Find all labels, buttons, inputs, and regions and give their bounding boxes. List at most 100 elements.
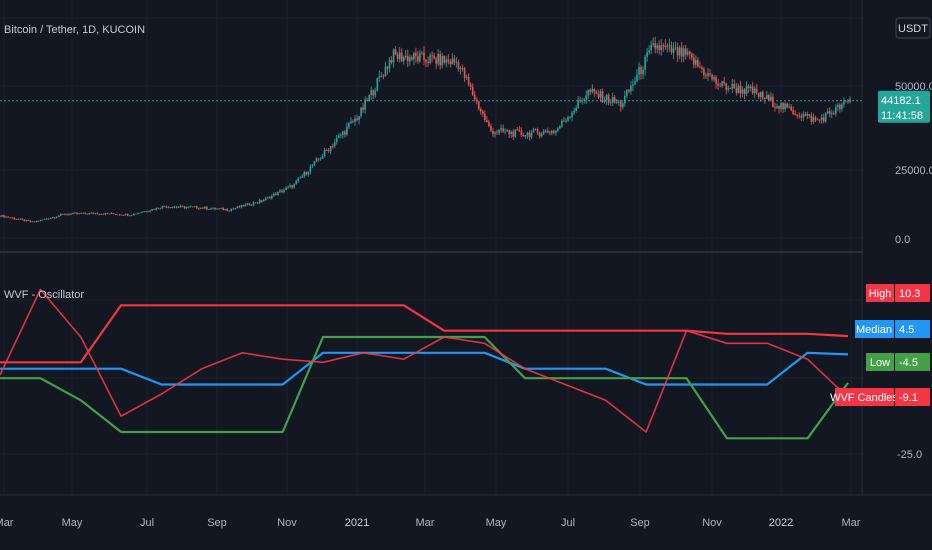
price-candle-body xyxy=(453,58,456,63)
currency-button[interactable] xyxy=(895,17,931,39)
oscillator-pane[interactable] xyxy=(0,288,849,440)
price-candle-body xyxy=(441,55,444,66)
osc-series-low xyxy=(0,335,849,440)
price-candle-body xyxy=(425,59,427,63)
price-candle-body xyxy=(66,214,68,215)
legend-median-label-box xyxy=(855,320,894,338)
price-candle-body xyxy=(122,214,125,216)
price-candle-body xyxy=(502,128,504,132)
price-candle-body xyxy=(218,208,220,210)
price-candle-body xyxy=(147,211,149,213)
price-tag-background xyxy=(878,90,930,123)
price-candle-body xyxy=(25,220,28,222)
price-candle-body xyxy=(112,213,115,215)
price-candle-body xyxy=(542,131,545,135)
legend-median-value: 4.5 xyxy=(899,324,914,336)
price-candle-body xyxy=(749,86,752,89)
price-candle-body xyxy=(139,212,141,214)
price-candle-body xyxy=(72,212,74,214)
price-tag-value: 44182.1 xyxy=(881,95,921,107)
price-candle-body xyxy=(337,135,340,138)
price-candle-body xyxy=(37,220,40,222)
price-candle-body xyxy=(311,165,314,167)
price-candle-body xyxy=(301,176,304,178)
price-candle-body xyxy=(461,68,464,69)
price-candle-body xyxy=(100,213,103,215)
price-candle-body xyxy=(315,158,318,162)
price-candle-body xyxy=(451,58,454,65)
price-candle-body xyxy=(29,220,32,222)
price-candle-body xyxy=(202,207,204,209)
time-axis-label: Jul xyxy=(561,517,575,529)
price-candle-body xyxy=(806,114,809,116)
price-candle-body xyxy=(550,130,553,134)
price-candle-body xyxy=(445,59,448,63)
price-candle-body xyxy=(524,135,527,137)
price-candle-body xyxy=(3,215,5,218)
indicator-title[interactable]: WVF - Oscillator xyxy=(4,289,85,301)
price-candle-body xyxy=(43,218,46,220)
price-axis[interactable]: USDT 50000.0 25000.0 0.0 44182.1 11:41:5… xyxy=(878,17,932,461)
price-candle-body xyxy=(155,207,158,210)
price-candle-body xyxy=(104,212,107,215)
price-candle-body xyxy=(264,197,267,201)
price-candle-body xyxy=(220,208,222,209)
price-candle-body xyxy=(713,77,715,80)
price-candle-body xyxy=(250,205,253,206)
price-candle-body xyxy=(703,68,705,76)
price-axis-label-25000: 25000.0 xyxy=(895,165,932,177)
price-candle-body xyxy=(621,103,624,108)
price-candle-body xyxy=(297,178,300,182)
price-candle-body xyxy=(171,207,174,208)
price-candle-body xyxy=(634,81,636,85)
price-candle-body xyxy=(518,129,521,131)
price-candle-body xyxy=(313,161,316,166)
price-candle-body xyxy=(386,66,389,69)
price-candle-body xyxy=(684,48,687,55)
price-candle-body xyxy=(628,89,630,92)
price-candle-body xyxy=(782,103,784,110)
time-axis[interactable]: Mar May Jul Sep Nov 2021 Mar May Jul Sep Nov 2022 Ma… xyxy=(0,517,861,529)
price-candle-body xyxy=(812,117,815,122)
price-candle-body xyxy=(804,114,807,116)
price-candle-body xyxy=(11,217,13,219)
price-candle-body xyxy=(498,129,500,133)
price-candle-body xyxy=(179,205,182,208)
symbol-title[interactable]: Bitcoin / Tether, 1D, KUCOIN xyxy=(4,24,146,36)
price-candle-body xyxy=(469,84,472,87)
price-candle-body xyxy=(640,67,642,74)
price-candle-body xyxy=(652,43,655,45)
legend-median-value-box xyxy=(895,320,930,338)
price-pane[interactable] xyxy=(0,36,862,223)
price-candle-body xyxy=(70,213,72,215)
price-candle-body xyxy=(591,88,594,93)
price-candle-body xyxy=(674,47,677,49)
time-axis-label: May xyxy=(486,517,507,529)
price-candle-body xyxy=(321,155,324,159)
price-candle-body xyxy=(837,104,839,108)
price-candle-body xyxy=(555,130,557,133)
price-candle-body xyxy=(167,207,170,209)
price-candle-body xyxy=(601,91,604,103)
price-candle-body xyxy=(802,114,805,118)
price-candle-body xyxy=(656,45,659,49)
price-candle-body xyxy=(161,206,164,209)
price-candle-body xyxy=(106,212,109,214)
price-candle-body xyxy=(577,100,579,108)
price-candle-body xyxy=(587,89,590,96)
price-candle-body xyxy=(390,59,393,63)
price-candle-body xyxy=(382,75,385,77)
price-candle-body xyxy=(544,130,547,132)
price-candle-body xyxy=(210,208,212,210)
price-candle-body xyxy=(496,132,498,134)
price-candle-body xyxy=(753,88,756,94)
price-candle-body xyxy=(27,220,30,221)
price-candle-body xyxy=(810,115,813,122)
price-candle-body xyxy=(35,220,38,222)
price-candle-body xyxy=(19,218,22,220)
price-candle-body xyxy=(739,85,742,94)
price-candle-body xyxy=(786,103,788,108)
price-candle-body xyxy=(459,68,462,70)
